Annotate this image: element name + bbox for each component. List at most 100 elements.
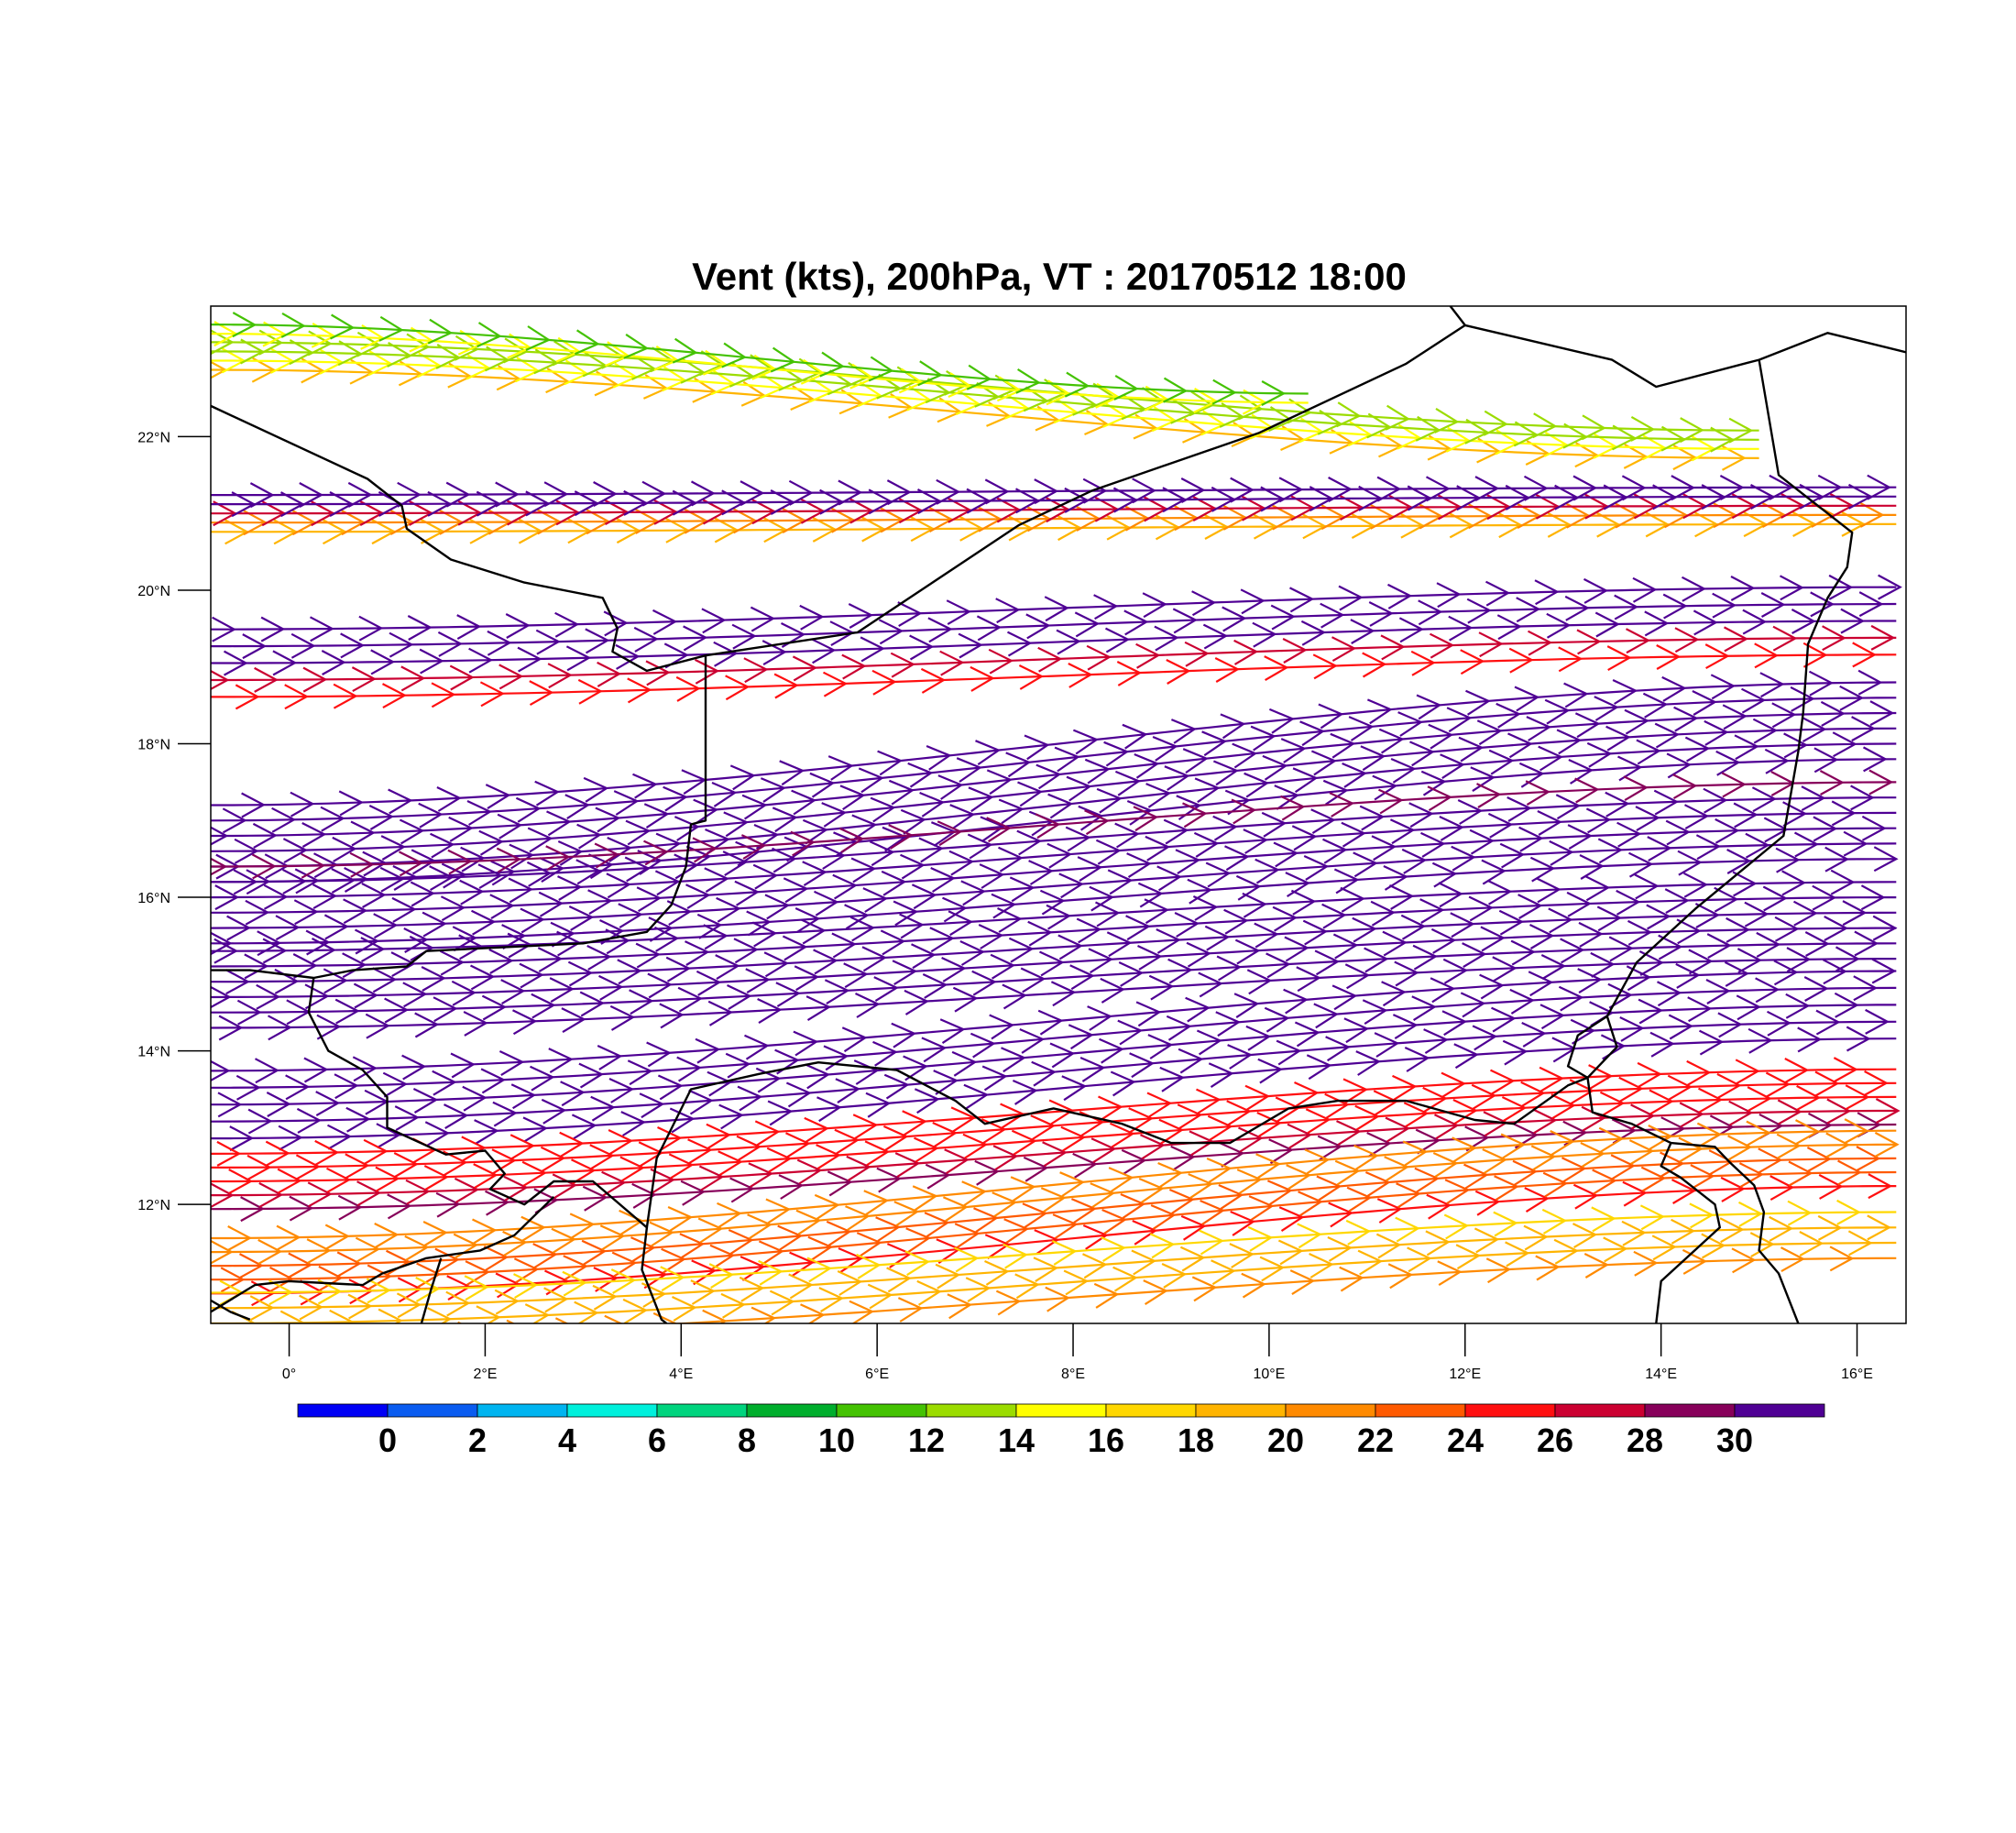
wind-arrow [1616, 821, 1642, 848]
wind-arrow [1220, 713, 1246, 740]
wind-arrow [1132, 1219, 1158, 1246]
wind-arrow [503, 337, 529, 364]
wind-arrow [971, 970, 997, 996]
wind-arrow [707, 1070, 733, 1097]
wind-arrow [276, 1224, 301, 1251]
wind-arrow [362, 851, 388, 877]
wind-arrow [321, 650, 346, 675]
wind-arrow [1747, 1086, 1772, 1113]
wind-arrow [384, 997, 410, 1024]
wind-arrow [643, 840, 669, 866]
wind-arrow [1845, 1084, 1870, 1111]
wind-arrow [1572, 475, 1598, 501]
wind-arrow [575, 859, 601, 885]
colorbar-segment [1644, 1403, 1736, 1418]
wind-arrow [1069, 964, 1095, 991]
wind-arrow [594, 842, 620, 869]
wind-arrow [342, 952, 367, 979]
wind-arrow [627, 1059, 653, 1086]
wind-arrow [801, 918, 827, 945]
wind-arrow [1735, 1059, 1760, 1085]
wind-arrow [1675, 962, 1701, 989]
wind-arrow [1765, 1071, 1791, 1098]
wind-arrow [1296, 966, 1321, 993]
wind-arrow [1123, 609, 1149, 636]
wind-arrow [1457, 799, 1484, 825]
wind-arrow [422, 1221, 448, 1246]
wind-arrow [1705, 979, 1731, 1004]
wind-arrow [608, 1129, 634, 1155]
wind-arrow [1208, 1062, 1234, 1089]
wind-arrow [1087, 1005, 1113, 1031]
wind-arrow [1758, 1147, 1783, 1174]
wind-arrow [1037, 646, 1063, 673]
colorbar-label: 28 [1627, 1421, 1663, 1459]
wind-arrow [487, 630, 512, 656]
wind-arrow [343, 898, 368, 925]
wind-arrow [757, 998, 783, 1024]
wind-arrow [773, 673, 799, 699]
wind-arrow [1523, 475, 1549, 501]
wind-arrow [1066, 775, 1092, 802]
wind-arrow [485, 784, 511, 810]
wind-arrow [669, 1107, 696, 1134]
wind-arrow [805, 1063, 830, 1090]
colorbar-segment [1105, 1403, 1197, 1418]
wind-arrow [525, 325, 552, 351]
wind-arrow [760, 777, 786, 803]
wind-arrow [623, 333, 650, 359]
wind-arrow [1452, 1136, 1477, 1163]
wind-arrow [933, 1070, 959, 1095]
wind-arrow [1265, 952, 1291, 979]
wind-arrow [1047, 793, 1074, 819]
wind-arrow [1517, 894, 1543, 919]
wind-arrow [450, 1052, 476, 1079]
wind-arrow [1407, 1246, 1432, 1273]
wind-arrow [941, 957, 967, 982]
wind-arrow [939, 650, 965, 676]
wind-arrow [1352, 916, 1377, 943]
wind-arrow [751, 1306, 777, 1323]
wind-arrow [1649, 1089, 1674, 1115]
wind-arrow [251, 853, 277, 880]
wind-arrow [758, 1259, 783, 1286]
wind-arrow [1576, 629, 1602, 655]
wind-arrow [397, 481, 422, 508]
wind-arrow [1048, 1099, 1075, 1125]
wind-arrow [1030, 1114, 1057, 1140]
wind-arrow [1254, 922, 1279, 949]
wind-arrow [1779, 575, 1804, 601]
wind-arrow [1614, 594, 1639, 620]
wind-arrow [249, 1295, 275, 1322]
wind-arrow [1259, 1256, 1286, 1282]
wind-arrow [800, 1303, 826, 1323]
wind-arrow [1610, 1154, 1637, 1180]
wind-arrow [1637, 1061, 1662, 1088]
wind-arrow [639, 1092, 665, 1119]
wind-arrow [1690, 1164, 1715, 1191]
wind-arrow [1719, 475, 1745, 500]
wind-arrow [1529, 924, 1555, 949]
wind-arrow [367, 1264, 393, 1290]
wind-arrow [1410, 650, 1436, 676]
wind-arrow [997, 907, 1023, 933]
wind-arrow [279, 1310, 305, 1323]
wind-arrow [856, 1253, 882, 1279]
wind-arrow [592, 1284, 618, 1311]
wind-arrow [1079, 1056, 1106, 1082]
wind-arrow [1772, 625, 1798, 652]
wind-arrow [393, 1152, 419, 1178]
wind-arrow [315, 1091, 341, 1117]
wind-arrow [1507, 732, 1533, 759]
wind-arrow [1231, 798, 1257, 825]
wind-arrow [1726, 849, 1752, 874]
wind-arrow [1774, 916, 1800, 942]
wind-arrow [554, 611, 580, 638]
wind-arrow [802, 818, 828, 845]
wind-arrow [1592, 1169, 1617, 1195]
wind-arrow [1339, 1266, 1364, 1292]
wind-arrow [464, 1275, 489, 1301]
wind-arrow [1676, 918, 1702, 945]
streamline [211, 350, 1759, 441]
streamline [211, 1068, 1897, 1156]
